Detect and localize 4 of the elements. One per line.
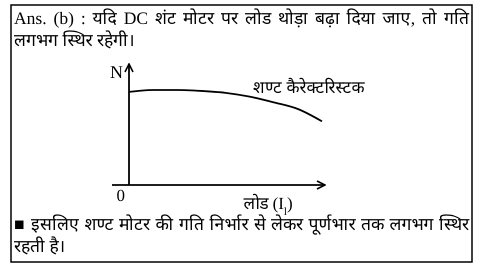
series-label: शण्ट कैरेक्टरिस्टक — [253, 77, 366, 97]
y-axis-title: N — [110, 62, 123, 82]
text: 0 — [116, 186, 125, 205]
chart-title: Ans. (b) : यदि DC शंट मोटर पर लोड थोड़ा बढ़ा दिया जाए, तो गति लगभग स्थिर रहेगी। — [14, 7, 469, 51]
